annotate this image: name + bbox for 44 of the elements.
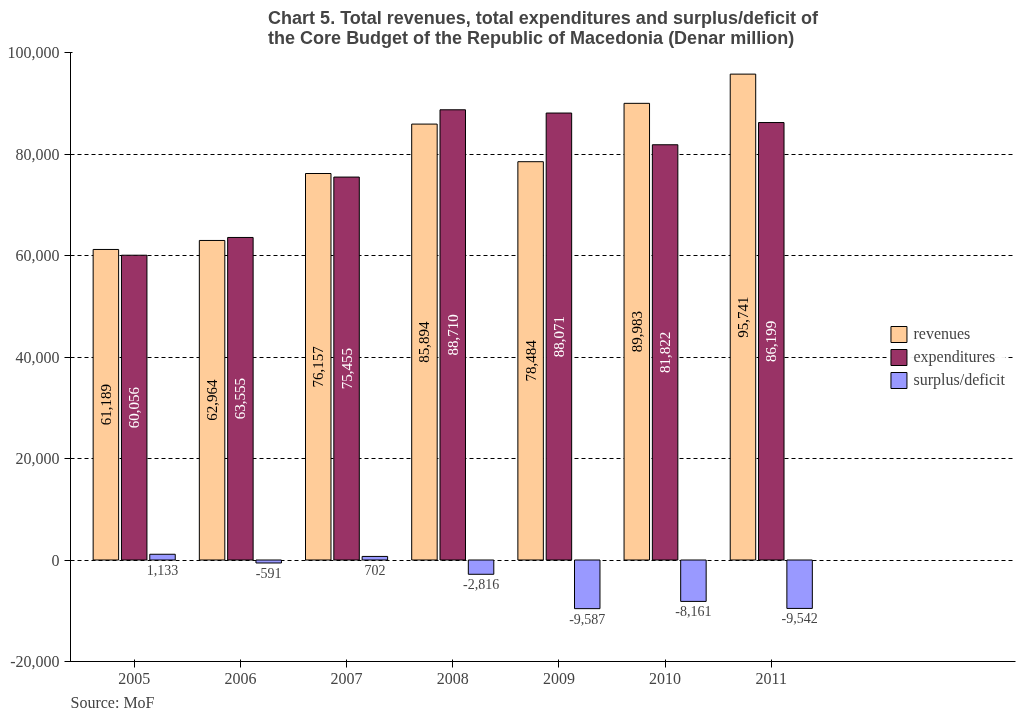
y-tick-label: 0 (51, 551, 60, 569)
x-tick-label: 2006 (224, 669, 257, 687)
data-label: 81,822 (657, 331, 674, 373)
source-note: Source: MoF (70, 693, 155, 711)
data-label: -591 (255, 566, 282, 581)
data-label: 1,133 (146, 563, 179, 578)
data-label: 76,157 (310, 345, 327, 388)
data-label: 95,741 (734, 296, 751, 338)
legend-label: surplus/deficit (913, 370, 1005, 389)
bar (651, 144, 679, 561)
data-label: 60,056 (126, 386, 143, 429)
data-label: 88,710 (444, 314, 461, 356)
x-tick-label: 2010 (649, 669, 682, 687)
data-label: 61,189 (97, 384, 114, 426)
y-tick-label: -20,000 (10, 653, 60, 670)
x-tick-label: 2007 (330, 669, 363, 687)
data-label: 85,894 (416, 320, 433, 363)
bar (545, 112, 573, 561)
y-tick-label: 60,000 (15, 247, 60, 264)
data-label: 78,484 (522, 339, 539, 382)
chart-title: Chart 5. Total revenues, total expenditures and surplus/deficit of the Core Budget of the Republic of Macedonia (Denar million) (268, 7, 819, 48)
x-tick-label: 2009 (542, 669, 575, 687)
y-tick-label: 80,000 (15, 145, 60, 163)
legend-label: revenues (913, 324, 971, 343)
data-label: 89,983 (628, 311, 645, 353)
data-label: 88,071 (550, 315, 567, 358)
data-label: -2,816 (462, 577, 500, 593)
data-label: -9,587 (569, 611, 606, 627)
y-tick-label: 40,000 (15, 348, 60, 366)
x-tick-label: 2011 (755, 669, 787, 687)
bar (623, 102, 651, 561)
data-label: 75,455 (338, 347, 355, 390)
x-tick-label: 2008 (436, 669, 469, 687)
data-label: 86,199 (763, 320, 780, 362)
bar (574, 559, 601, 610)
y-tick-label: 20,000 (15, 450, 60, 467)
data-label: 702 (364, 563, 386, 578)
data-label: 63,555 (232, 378, 249, 420)
y-tick-label: 100,000 (7, 44, 60, 61)
x-tick-label: 2005 (118, 669, 151, 687)
data-label: -9,542 (781, 611, 818, 627)
data-label: 62,964 (204, 379, 221, 421)
data-label: -8,161 (675, 604, 712, 620)
legend-label: expenditures (913, 347, 996, 366)
